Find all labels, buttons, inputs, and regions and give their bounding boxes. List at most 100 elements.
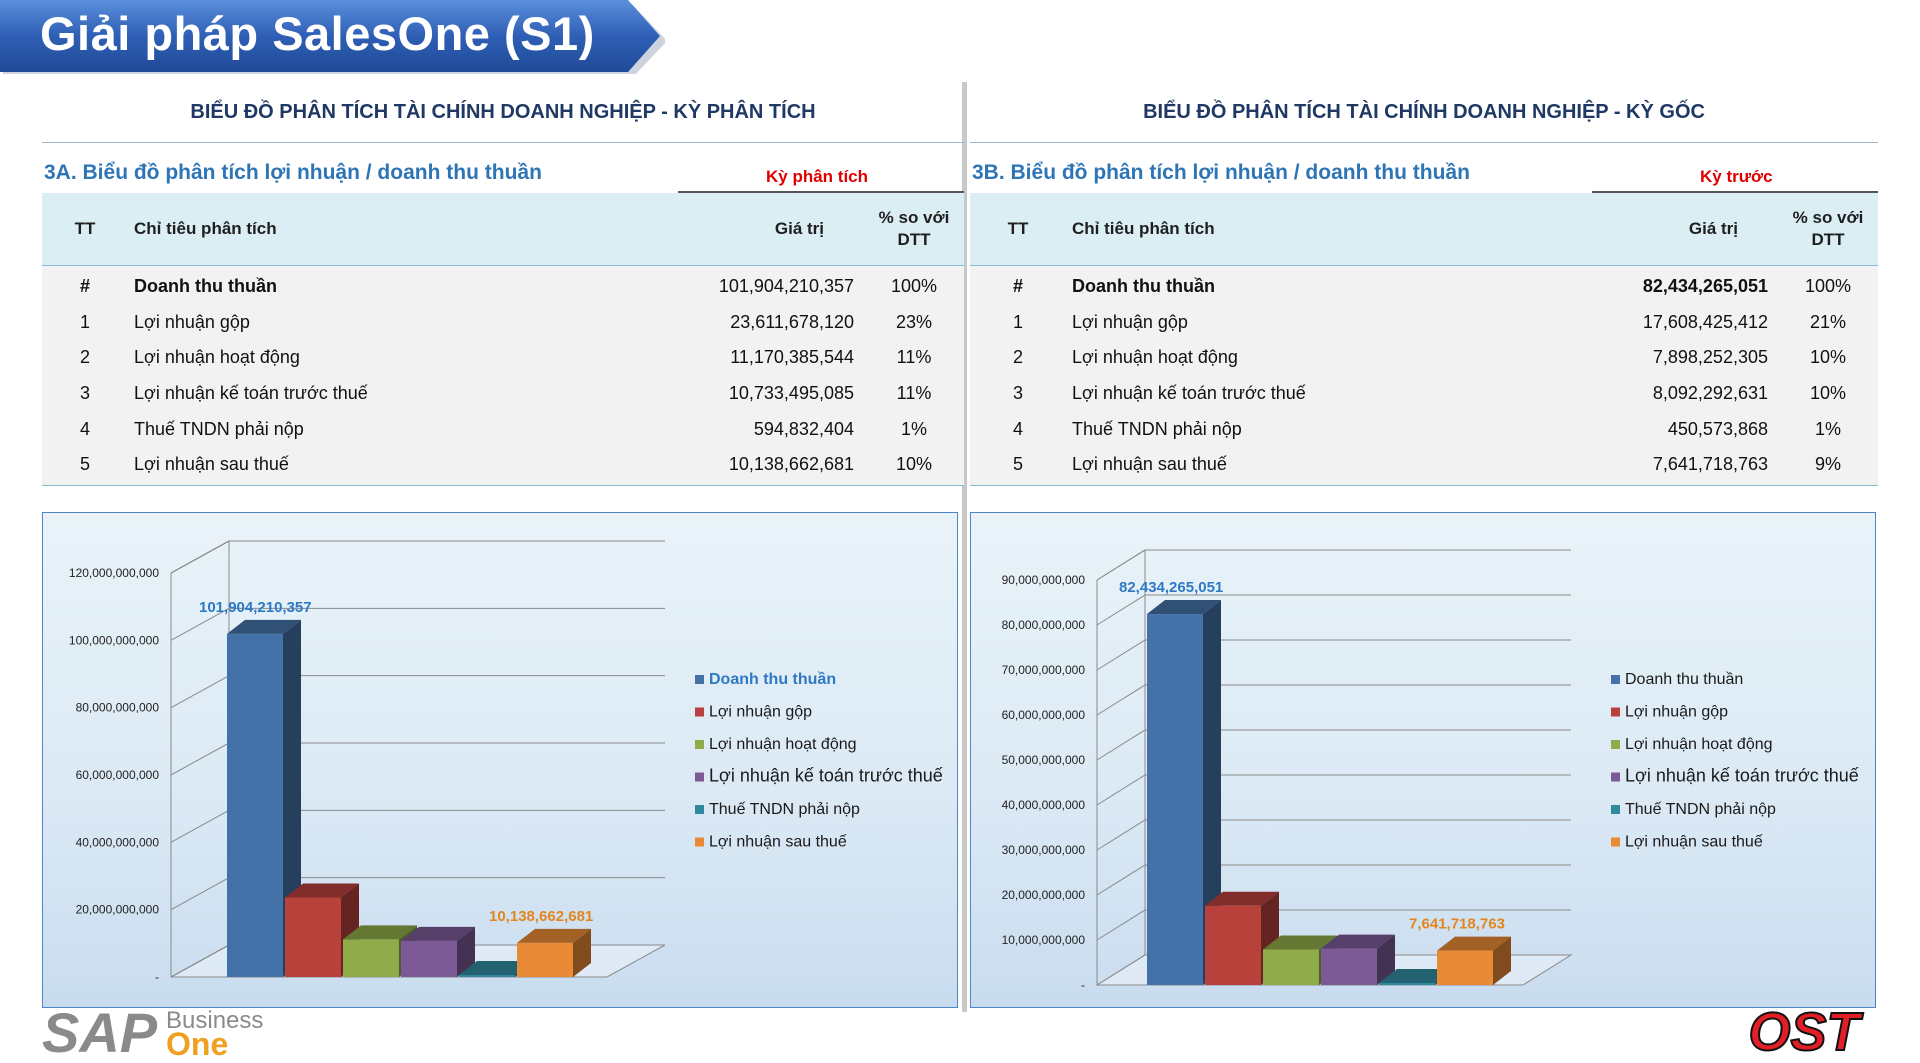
legend-swatch xyxy=(1611,805,1620,814)
y-tick-label: 20,000,000,000 xyxy=(1002,888,1086,902)
gridline-side xyxy=(170,809,230,843)
legend-item: Doanh thu thuần xyxy=(1625,671,1743,688)
banner-title: Giải pháp SalesOne (S1) xyxy=(40,7,595,60)
table-row: 4 Thuế TNDN phải nộp 594,832,404 1% xyxy=(42,411,964,447)
bar-top xyxy=(285,883,359,898)
legend-swatch xyxy=(1611,837,1620,847)
cell-tt: 1 xyxy=(1012,311,1023,332)
legend-swatch xyxy=(1611,675,1620,684)
gridline-side xyxy=(170,540,230,574)
cell-name: Lợi nhuận gộp xyxy=(1072,311,1188,332)
cell-pct: 1% xyxy=(1814,418,1841,439)
legend-swatch xyxy=(1611,740,1620,749)
right-period-rule xyxy=(1592,191,1878,193)
cell-pct: 100% xyxy=(1804,276,1852,297)
col-value: Giá trị xyxy=(1688,219,1738,238)
left-table-header: TT Chỉ tiêu phân tích Giá trị % so với D… xyxy=(42,193,964,266)
legend-item: Lợi nhuận kế toán trước thuế xyxy=(1625,766,1859,786)
col-name: Chỉ tiêu phân tích xyxy=(134,219,277,238)
cell-pct: 23% xyxy=(895,311,933,332)
cell-name: Lợi nhuận hoạt động xyxy=(1072,347,1238,368)
y-tick-label: 30,000,000,000 xyxy=(1002,843,1086,857)
gridline-side xyxy=(1096,549,1146,581)
cell-pct: 10% xyxy=(1809,383,1847,404)
right-heading: BIỂU ĐỒ PHÂN TÍCH TÀI CHÍNH DOANH NGHIỆP… xyxy=(970,82,1878,143)
gridline-side xyxy=(170,742,230,776)
cell-tt: 5 xyxy=(1012,454,1023,475)
bar-top xyxy=(517,928,591,943)
panel-divider xyxy=(962,82,967,1012)
cell-value: 17,608,425,412 xyxy=(1642,311,1768,332)
cell-value: 450,573,868 xyxy=(1667,418,1768,439)
cell-pct: 1% xyxy=(900,418,927,439)
legend-swatch xyxy=(695,675,704,684)
bar xyxy=(1263,949,1319,985)
cell-tt: # xyxy=(1012,276,1023,297)
sap-logo-line2: One xyxy=(166,1026,228,1058)
col-pct: % so với DTT xyxy=(864,207,964,251)
right-table-header: TT Chỉ tiêu phân tích Giá trị % so với D… xyxy=(970,193,1878,266)
col-pct-line2: DTT xyxy=(897,230,931,249)
left-period-label: Kỳ phân tích xyxy=(766,167,869,186)
y-tick-label: 60,000,000,000 xyxy=(76,768,160,782)
bar-top xyxy=(343,925,417,940)
gridline-side xyxy=(1096,864,1146,896)
bar xyxy=(517,942,573,977)
bar-side xyxy=(457,926,475,977)
gridline-side xyxy=(1096,639,1146,671)
cell-name: Lợi nhuận gộp xyxy=(134,311,250,332)
table-row: 1 Lợi nhuận gộp 23,611,678,120 23% xyxy=(42,305,964,341)
y-tick-label: - xyxy=(1081,978,1085,992)
right-table-body: # Doanh thu thuần 82,434,265,051 100% 1 … xyxy=(970,266,1878,486)
y-tick-label: 60,000,000,000 xyxy=(1002,708,1086,722)
bar-side xyxy=(283,619,301,977)
cell-tt: 4 xyxy=(79,418,90,439)
cell-pct: 21% xyxy=(1809,311,1847,332)
right-subhead: 3B. Biểu đồ phân tích lợi nhuận / doanh … xyxy=(970,143,1878,193)
bar-top xyxy=(1437,936,1511,951)
table-row: 3 Lợi nhuận kế toán trước thuế 10,733,49… xyxy=(42,376,964,412)
col-tt: TT xyxy=(74,219,96,238)
y-tick-label: 50,000,000,000 xyxy=(1002,753,1086,767)
cell-name: Doanh thu thuần xyxy=(134,276,277,297)
y-tick-label: 70,000,000,000 xyxy=(1002,663,1086,677)
y-tick-label: 90,000,000,000 xyxy=(1002,573,1086,587)
bar-top xyxy=(1379,968,1453,983)
col-pct-line1: % so với xyxy=(1792,208,1864,227)
cell-name: Lợi nhuận hoạt động xyxy=(134,347,300,368)
bar-top xyxy=(401,926,475,941)
cell-value: 11,170,385,544 xyxy=(730,347,854,368)
left-table-body: # Doanh thu thuần 101,904,210,357 100% 1… xyxy=(42,266,964,486)
legend-swatch xyxy=(695,740,704,749)
gridline-side xyxy=(1096,774,1146,806)
gridline-side xyxy=(170,944,230,978)
data-label: 101,904,210,357 xyxy=(199,599,312,616)
right-chart-panel: - 10,000,000,000 20,000,000,000 30,000,000,… xyxy=(970,512,1876,1008)
bar-side xyxy=(573,928,591,977)
table-row: 2 Lợi nhuận hoạt động 7,898,252,305 10% xyxy=(970,340,1878,376)
legend-item: Thuế TNDN phải nộp xyxy=(709,801,860,818)
y-tick-label: 120,000,000,000 xyxy=(69,566,159,580)
bar xyxy=(1437,950,1493,985)
gridline-side xyxy=(170,675,230,709)
cell-pct: 100% xyxy=(890,276,938,297)
table-row: 5 Lợi nhuận sau thuế 10,138,662,681 10% xyxy=(42,447,964,483)
col-pct-line2: DTT xyxy=(1811,230,1845,249)
table-row: 4 Thuế TNDN phải nộp 450,573,868 1% xyxy=(970,411,1878,447)
gridline-side xyxy=(1096,594,1146,626)
legend-item: Lợi nhuận gộp xyxy=(709,704,812,721)
cell-value: 8,092,292,631 xyxy=(1652,383,1768,404)
legend-swatch xyxy=(695,707,704,717)
legend-swatch xyxy=(695,837,704,847)
y-tick-label: 20,000,000,000 xyxy=(76,903,160,917)
cell-value: 594,832,404 xyxy=(753,418,854,439)
gridline-side xyxy=(170,607,230,641)
title-banner: Giải pháp SalesOne (S1) xyxy=(0,0,665,74)
table-row: # Doanh thu thuần 82,434,265,051 100% xyxy=(970,269,1878,305)
sap-logo-line1: Business xyxy=(166,1007,263,1034)
cell-tt: 3 xyxy=(79,383,90,404)
bar xyxy=(1147,614,1203,985)
gridline-side xyxy=(1096,729,1146,761)
left-chart: - 20,000,000,000 40,000,000,000 60,000,000,… xyxy=(69,540,943,984)
left-subhead: 3A. Biểu đồ phân tích lợi nhuận / doanh … xyxy=(42,143,964,193)
